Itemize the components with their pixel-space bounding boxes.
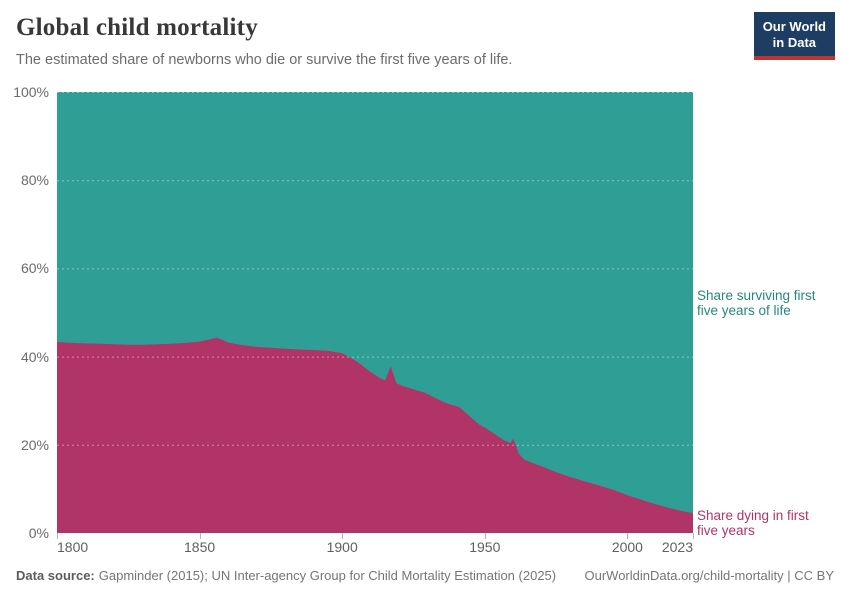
owid-url-link[interactable]: OurWorldinData.org/child-mortality | CC …: [584, 568, 835, 583]
legend-label-surviving: Share surviving first five years of life: [697, 288, 847, 318]
y-axis-label-20: 20%: [20, 436, 49, 453]
legend-label-dying: Share dying in first five years: [697, 508, 847, 538]
y-axis-label-100: 100%: [13, 84, 49, 100]
chart-subtitle: The estimated share of newborns who die …: [16, 52, 513, 68]
page-title: Global child mortality: [16, 14, 258, 41]
x-axis-label-1950: 1950: [469, 539, 501, 555]
x-axis-tick-1800: [57, 533, 58, 539]
data-source-note: Data source: Gapminder (2015); UN Inter-a…: [16, 568, 556, 583]
x-axis-label-2000: 2000: [611, 539, 643, 555]
owid-logo-line1: Our World: [762, 19, 826, 34]
x-axis-tick-2000: [627, 533, 629, 539]
x-axis-tick-2023: [693, 533, 694, 539]
owid-logo-line2: in Data: [772, 34, 817, 50]
x-axis-label-1900: 1900: [326, 539, 358, 555]
x-axis-tick-1850: [199, 533, 201, 539]
x-axis-label-1800: 1800: [57, 539, 89, 555]
y-axis-label-80: 80%: [20, 172, 49, 189]
legend-label-surviving-line1: Share surviving first: [697, 288, 816, 303]
stacked-area-chart-canvas: [57, 92, 693, 533]
legend-label-surviving-line2: five years of life: [697, 302, 791, 318]
legend-label-dying-line2: five years: [697, 522, 755, 538]
x-axis-tick-1900: [342, 533, 344, 539]
y-axis-label-0: 0%: [28, 525, 49, 541]
plot-area[interactable]: [57, 92, 693, 533]
y-axis-label-60: 60%: [20, 260, 49, 277]
data-source-label: Data source:: [16, 568, 95, 583]
dying-area: [57, 337, 693, 533]
data-source-text: Gapminder (2015); UN Inter-agency Group …: [98, 568, 557, 583]
x-axis-label-2023: 2023: [661, 539, 693, 555]
legend-label-dying-line1: Share dying in first: [697, 508, 809, 523]
y-axis-label-40: 40%: [20, 348, 49, 365]
chart-footer: Data source: Gapminder (2015); UN Inter-a…: [16, 568, 834, 583]
x-axis-label-1850: 1850: [184, 539, 216, 555]
x-axis-tick-1950: [484, 533, 486, 539]
owid-logo[interactable]: Our World in Data: [753, 12, 835, 61]
